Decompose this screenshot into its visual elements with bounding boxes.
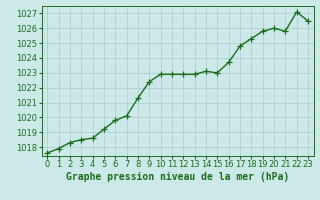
X-axis label: Graphe pression niveau de la mer (hPa): Graphe pression niveau de la mer (hPa) [66, 172, 289, 182]
